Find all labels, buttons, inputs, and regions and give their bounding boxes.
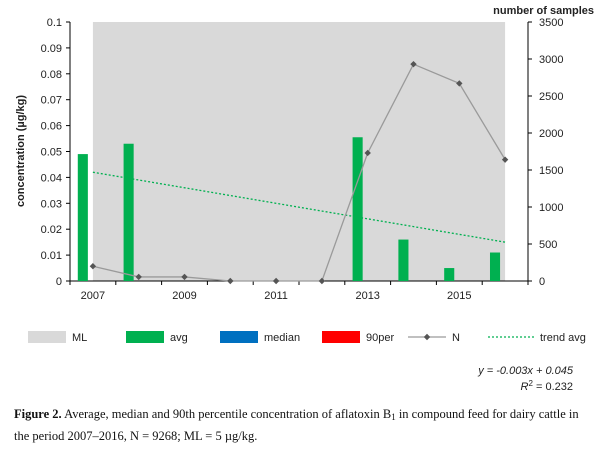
x-tick-label: 2013 [355, 290, 379, 302]
y-right-tick-label: 3500 [539, 17, 563, 29]
bar-avg [444, 268, 455, 281]
legend-label-90per: 90per [366, 332, 394, 344]
y-left-tick-label: 0.08 [41, 69, 62, 81]
samples-point [135, 273, 142, 281]
samples-point [410, 60, 417, 68]
samples-point [456, 80, 463, 87]
y-left-tick-label: 0.05 [41, 147, 62, 159]
ml-area [92, 22, 506, 281]
legend-swatch-ML [28, 331, 66, 343]
samples-point [318, 277, 326, 285]
legend-label-median: median [264, 332, 300, 344]
y-left-tick-label: 0.06 [41, 121, 62, 133]
y-left-tick-label: 0.1 [47, 17, 62, 29]
trend-equation: y = -0.003x + 0.045 [477, 365, 574, 377]
y-right-tick-label: 1000 [539, 202, 563, 214]
x-tick-label: 2011 [264, 290, 288, 302]
legend-marker-N [423, 333, 431, 341]
bars-layer [77, 137, 501, 281]
samples-line [92, 63, 506, 282]
tick-labels-layer: 0 0.01 0.02 0.03 0.04 0.05 0.06 0.07 0.08 0.09 0.1… [41, 17, 564, 302]
y-right-tick-label: 0 [539, 276, 545, 288]
samples-line-layer [89, 60, 509, 285]
caption-subscript: 1 [391, 412, 396, 422]
y-left-tick-label: 0.07 [41, 95, 62, 107]
y-left-tick-label: 0.02 [41, 224, 62, 236]
figure-label: Figure 2. [14, 407, 62, 421]
legend-label-N: N [452, 332, 460, 344]
legend-label-trend-avg: trend avg [540, 332, 586, 344]
samples-point [89, 263, 97, 270]
samples-point [227, 277, 234, 285]
y-right-tick-label: 3000 [539, 54, 563, 66]
x-tick-label: 2009 [172, 290, 196, 302]
legend-label-ML: ML [72, 332, 87, 344]
ml-area-layer [92, 22, 506, 281]
x-tick-label: 2015 [447, 290, 471, 302]
figure-caption: Figure 2. Average, median and 90th perce… [14, 405, 589, 446]
samples-point [501, 156, 509, 163]
y-right-tick-label: 2000 [539, 128, 563, 140]
legend-swatch-90per [322, 331, 360, 343]
y-left-tick-label: 0 [56, 276, 62, 288]
trend-layer [92, 171, 506, 243]
trend-r2-symbol: R [521, 381, 529, 393]
legend-swatch-avg [126, 331, 164, 343]
bar-avg [123, 143, 134, 281]
bar-avg [398, 239, 409, 281]
bar-avg [489, 252, 501, 281]
y-left-tick-label: 0.09 [41, 43, 62, 55]
y-axis-left-label: concentration (µg/kg) [15, 95, 27, 207]
caption-text-1: Average, median and 90th percentile conc… [61, 407, 392, 421]
y-right-tick-label: 1500 [539, 165, 563, 177]
trend-r2-value: = 0.232 [533, 381, 573, 393]
trend-r2: R2 = 0.232 [521, 379, 573, 394]
bar-avg [77, 154, 88, 281]
y-right-tick-label: 500 [539, 239, 557, 251]
bar-avg [352, 137, 363, 281]
legend-label-avg: avg [170, 332, 188, 344]
x-tick-label: 2007 [81, 290, 105, 302]
y-left-tick-label: 0.04 [41, 172, 62, 184]
chart: 0 0.01 0.02 0.03 0.04 0.05 0.06 0.07 0.08 0.09 0.1… [15, 5, 594, 394]
samples-point [181, 273, 188, 281]
y-right-tick-label: 2500 [539, 91, 563, 103]
samples-point [272, 277, 280, 285]
caption-text-2: in compound feed for dairy cattle in the… [14, 407, 579, 443]
y-left-tick-label: 0.03 [41, 198, 62, 210]
samples-point [364, 149, 371, 157]
y-axis-right-label: number of samples [493, 5, 594, 17]
legend-swatch-median [220, 331, 258, 343]
y-left-tick-label: 0.01 [41, 250, 62, 262]
trend-line [92, 171, 506, 243]
